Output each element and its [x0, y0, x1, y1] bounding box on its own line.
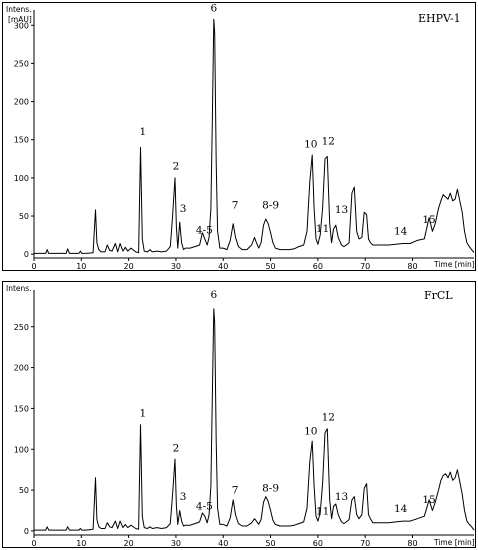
peak-label: 6: [210, 289, 217, 301]
x-tick-label: 10: [76, 539, 86, 548]
y-axis-title-line1: Intens.: [6, 284, 32, 293]
x-tick-label: 50: [265, 262, 275, 271]
peak-label: 7: [232, 484, 239, 496]
peak-label: 7: [232, 199, 239, 211]
peak-label: 14: [394, 225, 408, 237]
y-tick-label: 250: [14, 323, 29, 332]
y-tick-label: 150: [14, 404, 29, 413]
peak-label: 10: [304, 138, 317, 150]
x-tick-label: 0: [31, 262, 36, 271]
peak-label: 3: [180, 491, 187, 503]
peak-label: 8-9: [262, 199, 279, 211]
peak-label: 12: [322, 412, 335, 424]
x-tick-label: 80: [407, 539, 417, 548]
x-tick-label: 50: [265, 539, 275, 548]
peak-label: 1: [139, 408, 146, 420]
y-tick-label: 100: [14, 174, 29, 183]
peak-label: 11: [316, 506, 329, 518]
x-axis-title: Time [min]: [433, 538, 475, 547]
peak-label: 8-9: [262, 483, 279, 495]
y-tick-label: 300: [14, 21, 29, 30]
x-tick-label: 10: [76, 262, 86, 271]
peak-label: 3: [180, 203, 187, 215]
x-tick-label: 40: [218, 262, 228, 271]
y-tick-label: 150: [14, 136, 29, 145]
peak-label: 4-5: [196, 225, 213, 237]
peak-label: 15: [422, 494, 435, 506]
y-tick-label: 50: [19, 212, 29, 221]
x-tick-label: 20: [124, 539, 134, 548]
chart-panel-frcl: Intens. FrCL Time [min] 050100150200250 …: [2, 281, 476, 548]
x-tick-label: 70: [360, 262, 370, 271]
x-axis-title: Time [min]: [433, 260, 475, 269]
x-tick-label: 0: [31, 539, 36, 548]
peak-label: 6: [210, 3, 217, 15]
x-tick-label: 60: [313, 539, 323, 548]
y-tick-label: 0: [24, 527, 29, 536]
panel-frame: [2, 281, 476, 548]
x-tick-label: 80: [407, 262, 417, 271]
y-tick-label: 100: [14, 445, 29, 454]
y-axis-title-line2: [mAU]: [8, 15, 32, 24]
peak-label: 14: [394, 503, 408, 515]
peak-label: 10: [304, 426, 317, 438]
chromatogram-trace: [34, 308, 475, 531]
peak-label: 2: [173, 443, 180, 455]
x-tick-label: 30: [171, 539, 181, 548]
chart-panel-ehpv1: Intens. [mAU] EHPV-1 Time [min] 05010015…: [2, 2, 476, 271]
chart-title: EHPV-1: [418, 12, 461, 25]
y-ticks: 0 50 100 150 200 250: [14, 323, 34, 536]
peak-label: 4-5: [196, 501, 213, 513]
x-ticks: 0 10 20 30 40 50 60 70 80: [31, 258, 418, 271]
peak-label: 13: [335, 491, 348, 503]
y-ticks: 0 50 100 150 200 250 300: [14, 21, 34, 259]
x-tick-label: 40: [218, 539, 228, 548]
x-tick-label: 70: [360, 539, 370, 548]
y-tick-label: 200: [14, 98, 29, 107]
chromatogram-trace: [34, 18, 475, 254]
x-tick-label: 60: [313, 262, 323, 271]
y-tick-label: 200: [14, 364, 29, 373]
y-tick-label: 0: [24, 250, 29, 259]
x-tick-label: 20: [124, 262, 134, 271]
peak-label: 1: [139, 126, 146, 138]
peak-label: 13: [335, 204, 348, 216]
peak-label: 15: [422, 214, 435, 226]
x-ticks: 0 10 20 30 40 50 60 70 80: [31, 535, 418, 548]
panel-frame: [2, 2, 476, 271]
peak-label: 12: [322, 135, 335, 147]
chart-title: FrCL: [424, 289, 453, 302]
y-axis-title-line1: Intens.: [6, 5, 32, 14]
peak-label: 11: [316, 223, 329, 235]
x-tick-label: 30: [171, 262, 181, 271]
y-tick-label: 50: [19, 486, 29, 495]
y-tick-label: 250: [14, 59, 29, 68]
peak-label: 2: [173, 160, 180, 172]
